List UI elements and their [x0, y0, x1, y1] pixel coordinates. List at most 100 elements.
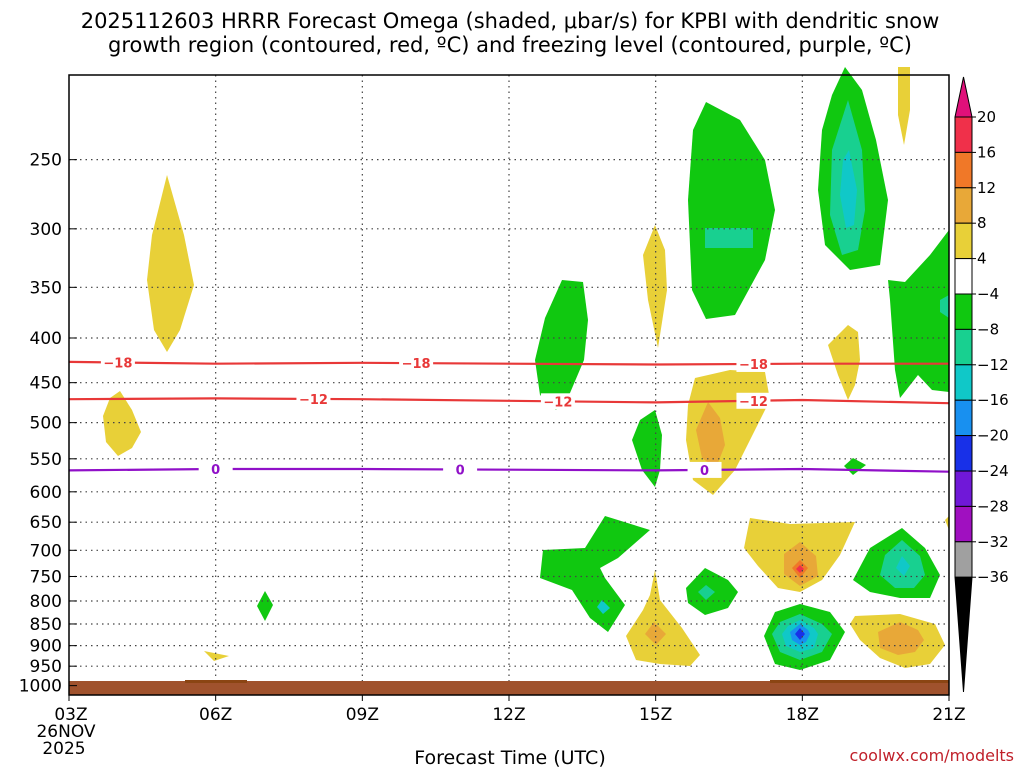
contour-label: 0 — [700, 464, 709, 479]
contour-label-background — [687, 461, 722, 478]
colorbar-bin — [954, 187, 973, 224]
y-tick-label: 250 — [30, 151, 62, 171]
x-tick-label: 18Z — [786, 705, 819, 725]
ground-surface-bump — [770, 680, 949, 683]
omega-area — [540, 516, 650, 632]
contour-label: −18 — [103, 356, 132, 371]
omega-area — [257, 591, 273, 621]
contour-dgz-minus18 — [68, 360, 949, 366]
y-tick-label: 650 — [30, 513, 62, 533]
colorbar-bin — [954, 328, 973, 366]
colorbar-label: 8 — [977, 214, 987, 232]
omega-area — [888, 230, 949, 398]
colorbar-bin — [954, 116, 973, 153]
omega-area — [940, 295, 949, 318]
omega-area — [705, 228, 753, 248]
colorbar-bin — [954, 470, 973, 507]
colorbar-label: 4 — [977, 250, 987, 268]
omega-area — [147, 175, 194, 352]
contour-label: 0 — [456, 463, 465, 478]
x-tick-year-label: 2025 — [42, 739, 85, 759]
contour-label-background — [296, 390, 331, 407]
colorbar-top-cap — [954, 76, 973, 118]
colorbar-label: −36 — [977, 568, 1009, 586]
y-tick-label: 750 — [30, 567, 62, 587]
contour-label: 0 — [211, 463, 220, 478]
omega-area — [898, 67, 910, 145]
x-tick-label: 06Z — [199, 705, 232, 725]
omega-area — [945, 516, 949, 530]
colorbar-label: −8 — [977, 320, 999, 338]
colorbar-label: −32 — [977, 533, 1009, 551]
contour-label-background — [443, 461, 478, 478]
omega-shading — [103, 67, 949, 670]
colorbar-bin — [954, 541, 973, 578]
x-tick-label: 21Z — [932, 705, 965, 725]
y-tick-label: 850 — [30, 615, 62, 635]
omega-area — [204, 651, 229, 661]
y-tick-label: 900 — [30, 637, 62, 657]
colorbar-label: 12 — [977, 179, 996, 197]
contour-dgz-minus12 — [68, 397, 950, 405]
y-tick-label: 550 — [30, 450, 62, 470]
x-tick-label: 12Z — [492, 705, 525, 725]
y-tick-label: 800 — [30, 592, 62, 612]
x-tick-date-label: 26NOV — [36, 722, 95, 742]
y-tick-label: 500 — [30, 414, 62, 434]
omega-area — [698, 585, 715, 600]
x-tick-label: 03Z — [54, 705, 87, 725]
contour-label: −18 — [739, 358, 768, 373]
colorbar-label: 16 — [977, 143, 996, 161]
omega-area — [896, 556, 910, 576]
colorbar: 20 16 12 8 4 −4 −8 −12 −16 −20 −24 −28 −32 −36 — [954, 76, 1009, 693]
omega-area — [696, 402, 725, 468]
omega-area — [103, 391, 141, 456]
colorbar-label: −24 — [977, 462, 1009, 480]
colorbar-bin — [954, 399, 973, 437]
contour-label: −12 — [299, 393, 328, 408]
y-tick-label: 300 — [30, 220, 62, 240]
colorbar-bin — [954, 364, 973, 401]
y-axis: 2503003504004505005506006507007508008509… — [19, 151, 77, 697]
temperature-contours: −18 −18 −18 −12 −12 −12 0 0 0 — [68, 354, 950, 479]
y-tick-label: 700 — [30, 541, 62, 561]
colorbar-bin — [954, 435, 973, 472]
y-tick-label: 1000 — [19, 677, 62, 697]
contour-label-background — [100, 354, 135, 371]
colorbar-bin — [954, 293, 973, 330]
contour-label: −12 — [543, 395, 572, 410]
contour-label-background — [736, 392, 771, 409]
contour-label-background — [198, 461, 233, 478]
plot-area — [69, 75, 949, 695]
omega-area — [626, 570, 700, 666]
omega-area — [597, 600, 610, 614]
omega-area — [643, 225, 667, 348]
contour-label: −18 — [402, 357, 431, 372]
colorbar-bin — [954, 222, 973, 260]
colorbar-label: −12 — [977, 356, 1009, 374]
omega-area — [632, 410, 662, 487]
colorbar-label: −28 — [977, 497, 1009, 515]
colorbar-bin — [954, 258, 973, 295]
omega-area — [878, 622, 924, 655]
colorbar-label: 20 — [977, 108, 996, 126]
x-axis-title: Forecast Time (UTC) — [414, 747, 605, 768]
omega-area — [535, 280, 588, 410]
y-tick-label: 950 — [30, 657, 62, 677]
contour-label-background — [399, 355, 434, 372]
y-tick-label: 400 — [30, 329, 62, 349]
x-tick-label: 15Z — [639, 705, 672, 725]
omega-area — [688, 102, 775, 319]
colorbar-label: −4 — [977, 285, 999, 303]
ground-surface — [69, 681, 949, 695]
colorbar-label: −16 — [977, 391, 1009, 409]
colorbar-bin — [954, 151, 973, 189]
y-tick-label: 600 — [30, 483, 62, 503]
ground-surface-bump — [185, 680, 247, 683]
chart-title-line-1: 2025112603 HRRR Forecast Omega (shaded, … — [81, 9, 940, 33]
chart-title-line-2: growth region (contoured, red, ºC) and f… — [108, 33, 912, 57]
y-tick-label: 450 — [30, 374, 62, 394]
credit-url: coolwx.com/modelts — [850, 746, 1014, 765]
